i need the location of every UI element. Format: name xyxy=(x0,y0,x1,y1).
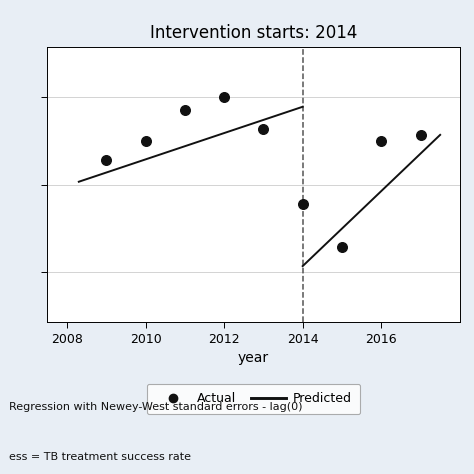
X-axis label: year: year xyxy=(238,351,269,365)
Point xyxy=(417,131,424,139)
Title: Intervention starts: 2014: Intervention starts: 2014 xyxy=(150,24,357,42)
Point xyxy=(299,200,307,208)
Text: ess = TB treatment success rate: ess = TB treatment success rate xyxy=(9,452,191,462)
Text: Regression with Newey-West standard errors - lag(0): Regression with Newey-West standard erro… xyxy=(9,402,303,412)
Point xyxy=(220,93,228,101)
Point xyxy=(181,106,189,114)
Point xyxy=(377,137,385,145)
Point xyxy=(102,156,110,164)
Point xyxy=(338,244,346,251)
Legend: Actual, Predicted: Actual, Predicted xyxy=(147,383,360,414)
Point xyxy=(142,137,149,145)
Point xyxy=(260,125,267,132)
